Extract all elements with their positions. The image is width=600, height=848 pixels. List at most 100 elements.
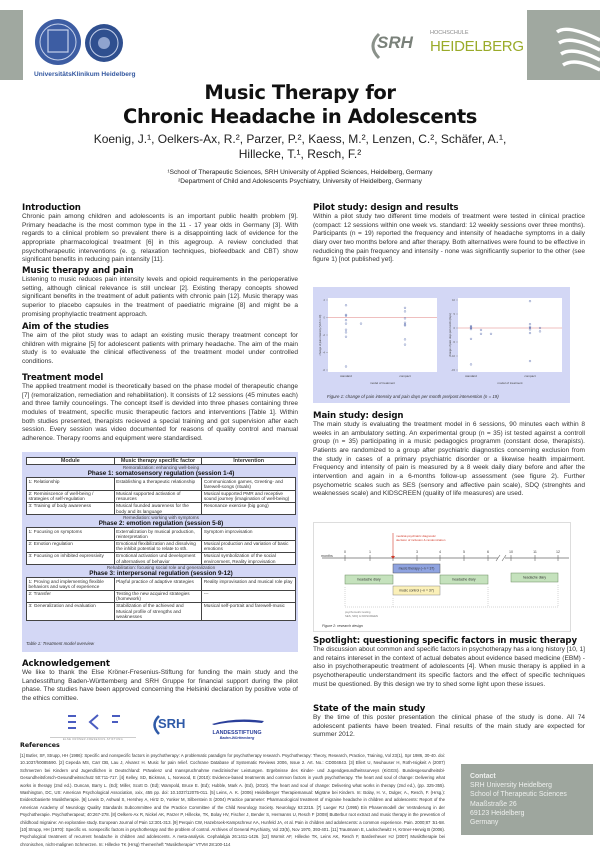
introduction-section: Introduction Chronic pain among children… (22, 203, 298, 265)
y-tick-label: -10 (451, 354, 455, 358)
table-cell: Externalization by musical production, r… (113, 527, 203, 541)
month-tick-label: 4 (439, 550, 441, 554)
srh-swoosh-icon (153, 715, 160, 735)
testing-label: SES, SDQ & KIDSCREEN (345, 614, 378, 618)
srh-sponsor-logo: SRH (150, 714, 195, 736)
table-cell: Stabilization of the achieved and Musica… (113, 602, 203, 621)
contact-line: Maaßstraße 26 (470, 800, 517, 808)
table-cell: Musical production and variation of basi… (201, 539, 296, 554)
main-study-text: The main study is evaluating the treatme… (313, 421, 585, 498)
table-cell: 2: Transfer (26, 589, 115, 604)
x-tick-label: standard (465, 374, 477, 378)
data-point (528, 300, 532, 303)
headache-diary-box (344, 574, 394, 585)
table-cell: Communication games, Greeting- and farew… (201, 477, 296, 491)
aim-heading: Aim of the studies (22, 322, 109, 332)
landesstiftung-logo: LANDESSTIFTUNG Baden-Württemberg (206, 712, 268, 740)
data-point (528, 331, 532, 335)
figure-1-caption: Figure 1: change of pain intensity and p… (327, 394, 499, 399)
month-tick-label: 1 (369, 550, 371, 554)
figure-2-caption: Figure 2: research design (322, 624, 363, 628)
table-cell: Testing the new acquired strategies (hom… (113, 589, 203, 604)
data-point (469, 363, 473, 366)
university-clinic-logo-text: UniversitätsKlinikum Heidelberg (34, 71, 136, 78)
headache-diary-box (439, 574, 489, 585)
phase-subtitle: Remediation: working with symptoms (123, 515, 199, 521)
affiliation-2: ²Department of Child and Adolescents Psy… (178, 178, 422, 185)
data-point (403, 323, 407, 326)
testing-label: psychometric testing (345, 610, 371, 614)
acknowledgement-heading: Acknowledgement (22, 659, 110, 669)
spotlight-heading: Spotlight: questioning specific factors … (313, 636, 577, 646)
axis-label: months (321, 554, 333, 558)
state-section: State of the main study By the time of t… (313, 704, 585, 740)
table-cell: Musical symbolization of the social envi… (201, 552, 296, 566)
month-tick-label: 6 (487, 550, 489, 554)
introduction-heading: Introduction (22, 203, 81, 213)
axis-break-icon (495, 554, 507, 562)
data-point (479, 332, 483, 335)
data-point (528, 322, 532, 326)
left-gray-bar (0, 10, 23, 80)
data-point (359, 322, 363, 325)
phase-header: Remoralization: enhancing well-being Phas… (27, 465, 296, 478)
table-caption: Table 1: Treatment model overview (26, 641, 95, 646)
treatment-text: The applied treatment model is theoretic… (22, 383, 298, 442)
data-point (469, 326, 473, 330)
headache-diary-box (510, 572, 559, 583)
affiliation-1: ¹School of Therapeutic Sciences, SRH Uni… (167, 169, 433, 176)
y-axis-label: change of pain days per month (days) (448, 313, 452, 357)
table-row: 3: Generalization and evaluation Stabiliz… (26, 602, 296, 621)
treatment-heading: Treatment model (22, 373, 104, 383)
right-gray-bar (527, 10, 600, 80)
y-tick-label: -15 (451, 368, 455, 372)
acknowledgement-text: We like to thank the Else Kröner-Freseni… (22, 669, 298, 702)
pilot-text: Within a pilot study two different time … (313, 213, 585, 264)
table-cell: Reality improvisation and musical role p… (201, 577, 296, 591)
x-axis-label: model of treatment (370, 381, 395, 385)
data-point (344, 313, 348, 316)
table-cell: 1: Focusing on symptoms (26, 527, 115, 541)
introduction-text: Chronic pain among children and adolesce… (22, 213, 298, 264)
data-point (344, 365, 348, 368)
table-row: 1: Proving and implementing flexible beh… (26, 577, 296, 591)
acknowledgement-section: Acknowledgement We like to thank the Els… (22, 659, 298, 704)
y-tick-label: 2 (324, 298, 326, 302)
pilot-heading: Pilot study: design and results (313, 203, 459, 213)
data-point (403, 343, 407, 346)
x-tick-label: compact (524, 374, 536, 378)
y-tick-label: -2 (323, 333, 326, 337)
diagnostic-label: medical-psychiatric diagnostic (396, 534, 436, 538)
table-cell: 2: Emotion regulation (26, 539, 115, 554)
phase-title: Phase 2: emotion regulation (session 5-8… (98, 519, 224, 527)
data-point (479, 328, 483, 332)
aim-text: The aim of the pilot study was to adapt … (22, 332, 298, 365)
landesstiftung-swoosh-icon (212, 719, 264, 725)
data-point (528, 325, 532, 328)
table-row: 1: Relationship Establishing a therapeuti… (26, 477, 296, 491)
authors-line-1: Koenig, J.¹, Oelkers-Ax, R.², Parzer, P.… (93, 132, 507, 146)
music-pain-heading: Music therapy and pain (22, 266, 134, 276)
data-point (538, 326, 542, 330)
main-study-heading: Main study: design (313, 411, 404, 421)
contact-line: 69123 Heidelberg (470, 809, 525, 817)
data-point (403, 324, 407, 327)
month-tick-label: 5 (463, 550, 465, 554)
contact-line: Germany (470, 819, 499, 827)
wave-logo-icon (555, 27, 600, 72)
title-line-1: Music Therapy for (204, 81, 396, 104)
y-axis-label: change of pain intensity (VAS 1-10) (318, 315, 322, 356)
treatment-table-box: Module Music therapy specific factor Int… (22, 452, 298, 652)
table-cell: Musical founded awareness for the body a… (113, 501, 203, 516)
y-tick-label: 10 (452, 298, 455, 302)
table-cell: Establishing a therapeutic relationship (113, 477, 203, 491)
data-point (528, 328, 532, 331)
music-control-box (392, 585, 441, 596)
data-point (344, 322, 348, 325)
spotlight-text: The discussion about common and specific… (313, 646, 585, 688)
aim-section: Aim of the studies The aim of the pilot … (22, 322, 298, 367)
table-cell: Emotional activation und development of … (113, 552, 203, 566)
data-point (538, 330, 542, 333)
music-control-box-label: music control (~n = 37) (399, 589, 434, 593)
arrow-down-icon (391, 556, 395, 559)
